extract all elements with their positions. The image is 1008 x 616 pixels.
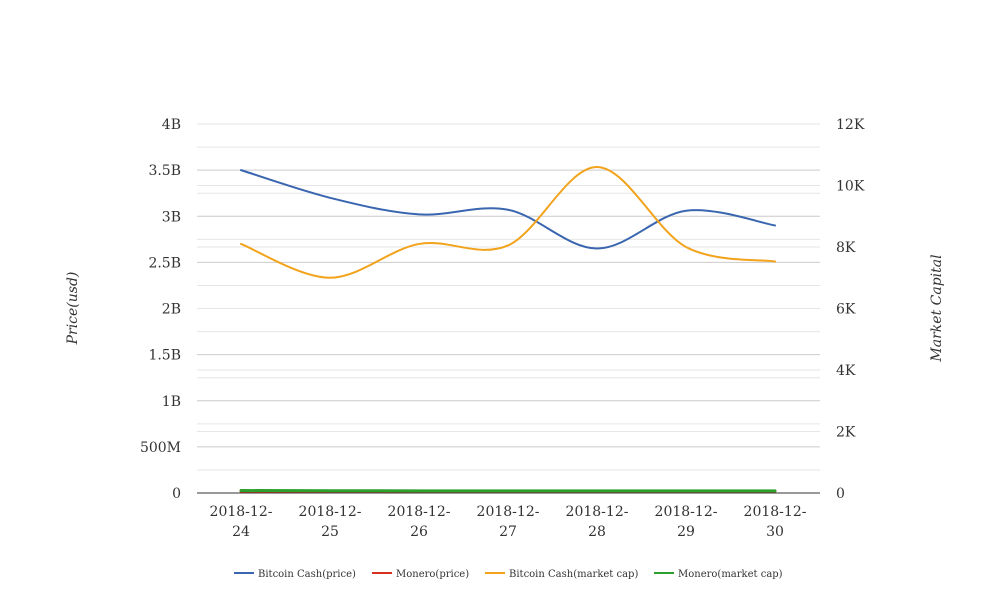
x-tick-label: 2018-12-24 <box>210 504 273 540</box>
right-axis-ticks: 0 2K 4K 6K 8K 10K 12K <box>836 117 865 502</box>
legend-item[interactable]: Monero(market cap) <box>654 569 783 580</box>
left-tick-label: 1.5B <box>148 348 181 364</box>
right-tick-label: 8K <box>836 240 856 256</box>
legend-label: Bitcoin Cash(market cap) <box>509 569 638 580</box>
legend[interactable]: Bitcoin Cash(price) Monero(price) Bitcoin … <box>234 569 783 580</box>
legend-item[interactable]: Monero(price) <box>372 569 469 580</box>
x-tick-label: 2018-12-29 <box>655 504 718 540</box>
legend-item[interactable]: Bitcoin Cash(price) <box>234 569 356 580</box>
left-tick-label: 0 <box>172 486 181 502</box>
gridlines <box>197 123 820 471</box>
series-lines <box>239 166 777 493</box>
left-axis-ticks: 0 500M 1B 1.5B 2B 2.5B 3B 3.5B 4B <box>140 117 181 502</box>
x-tick-label: 2018-12-27 <box>477 504 540 540</box>
x-tick-label: 2018-12-28 <box>566 504 629 540</box>
legend-label: Bitcoin Cash(price) <box>258 569 356 580</box>
left-tick-label: 2.5B <box>148 255 181 271</box>
x-tick-label: 2018-12-30 <box>744 504 807 540</box>
right-tick-label: 12K <box>836 117 865 133</box>
legend-item[interactable]: Bitcoin Cash(market cap) <box>485 569 638 580</box>
x-tick-label: 2018-12-26 <box>388 504 451 540</box>
right-tick-label: 6K <box>836 302 856 318</box>
left-tick-label: 500M <box>140 440 181 456</box>
x-tick-label: 2018-12-25 <box>299 504 362 540</box>
left-axis-title: Price(usd) <box>65 272 81 346</box>
right-tick-label: 10K <box>836 179 865 195</box>
left-tick-label: 2B <box>162 302 181 318</box>
legend-label: Monero(price) <box>396 569 469 580</box>
right-tick-label: 2K <box>836 425 856 441</box>
left-tick-label: 4B <box>162 117 181 133</box>
right-axis-title: Market Capital <box>929 254 945 362</box>
legend-label: Monero(market cap) <box>678 569 783 580</box>
series-line-bitcoin-cash-market-cap <box>240 166 776 279</box>
x-axis-ticks: 2018-12-24 2018-12-25 2018-12-26 2018-12-27… <box>210 504 807 540</box>
left-tick-label: 3.5B <box>148 163 181 179</box>
right-tick-label: 4K <box>836 363 856 379</box>
series-line-bitcoin-cash-price <box>240 169 776 250</box>
left-tick-label: 3B <box>162 209 181 225</box>
left-tick-label: 1B <box>162 394 181 410</box>
right-tick-label: 0 <box>836 486 845 502</box>
